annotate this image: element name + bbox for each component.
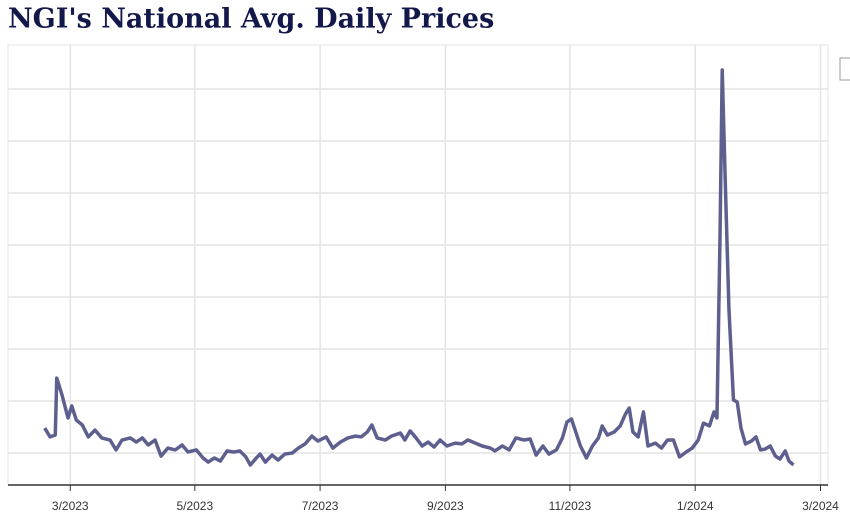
x-tick-label: 9/2023	[427, 499, 464, 513]
toolbar-icon[interactable]	[839, 57, 850, 81]
plot-frame	[7, 44, 829, 486]
chart-title: NGI's National Avg. Daily Prices	[8, 4, 494, 35]
x-tick-label: 3/2023	[52, 499, 89, 513]
x-tick-label: 11/2023	[549, 499, 592, 513]
line-series	[43, 68, 795, 467]
x-tick-label: 3/2024	[802, 499, 839, 513]
x-tick-label: 7/2023	[302, 499, 339, 513]
x-tick-label: 1/2024	[677, 499, 714, 513]
x-tick-label: 5/2023	[176, 499, 213, 513]
